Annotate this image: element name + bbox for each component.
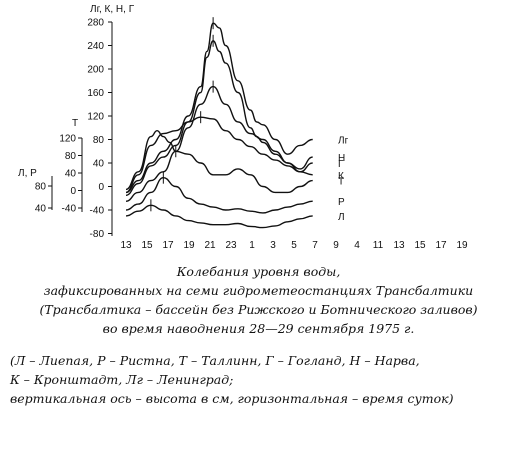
x-tick-label: 15 bbox=[141, 240, 153, 251]
caption-line4: во время наводнения 28—29 сентября 1975 … bbox=[102, 321, 415, 336]
x-tick-label: 23 bbox=[225, 240, 237, 251]
x-tick-label: 15 bbox=[414, 240, 426, 251]
main-y-ticks: 280 240 200 160 120 80 40 0 -40 -80 bbox=[87, 18, 112, 240]
main-axis-title: Лг, К, Н, Г bbox=[90, 4, 135, 15]
x-tick-label: 19 bbox=[183, 240, 195, 251]
series-line-Р bbox=[125, 176, 313, 214]
series-label-Р: Р bbox=[338, 197, 345, 208]
main-y-tick-label: 160 bbox=[87, 88, 104, 99]
caption-line3: (Трансбалтика – бассейн без Рижского и Б… bbox=[39, 302, 478, 317]
series-line-Г bbox=[125, 116, 313, 194]
main-y-tick-label: 240 bbox=[87, 41, 104, 52]
t-y-tick-label: -40 bbox=[62, 204, 77, 215]
lr-y-ticks: 80 40 bbox=[35, 182, 52, 215]
series-line-Лг bbox=[125, 22, 313, 194]
series-line-Л bbox=[125, 204, 313, 229]
lr-axis-title: Л, Р bbox=[18, 168, 37, 179]
x-tick-label: 13 bbox=[393, 240, 405, 251]
main-y-tick-label: 80 bbox=[93, 135, 105, 146]
x-axis-ticks: 13 15 17 19 21 23 1 3 5 7 9 4 11 13 15 17 19 bbox=[120, 240, 468, 251]
t-y-ticks: 120 80 40 0 -40 bbox=[59, 134, 82, 215]
series-label-К: К bbox=[338, 171, 344, 182]
t-y-tick-label: 120 bbox=[59, 134, 76, 145]
x-tick-label: 3 bbox=[270, 240, 276, 251]
x-tick-label: 4 bbox=[354, 240, 360, 251]
main-y-tick-label: 0 bbox=[98, 182, 104, 193]
lr-y-tick-label: 80 bbox=[35, 182, 47, 193]
caption-notes3: вертикальная ось – высота в см, горизонт… bbox=[10, 391, 454, 406]
series-lines bbox=[125, 17, 313, 229]
main-y-tick-label: 40 bbox=[93, 159, 105, 170]
series-label-Л: Л bbox=[338, 212, 345, 223]
lr-y-tick-label: 40 bbox=[35, 204, 47, 215]
t-y-tick-label: 40 bbox=[65, 169, 77, 180]
series-label-Лг: Лг bbox=[338, 136, 349, 147]
main-y-tick-label: 280 bbox=[87, 18, 104, 29]
x-tick-label: 1 bbox=[249, 240, 255, 251]
x-tick-label: 21 bbox=[204, 240, 216, 251]
series-line-Т bbox=[125, 150, 313, 202]
series-line-К bbox=[125, 40, 313, 196]
main-y-tick-label: -80 bbox=[90, 229, 105, 240]
t-y-tick-label: 0 bbox=[70, 186, 76, 197]
t-axis-title: Т bbox=[72, 118, 78, 129]
x-tick-label: 19 bbox=[456, 240, 468, 251]
caption-line2: зафиксированных на семи гидрометеостанци… bbox=[43, 283, 474, 298]
main-y-tick-label: 200 bbox=[87, 65, 104, 76]
series-label-Т: Т bbox=[338, 177, 344, 188]
main-y-tick-label: 120 bbox=[87, 112, 104, 123]
main-y-tick-label: -40 bbox=[90, 206, 105, 217]
x-tick-label: 7 bbox=[312, 240, 318, 251]
x-tick-label: 17 bbox=[435, 240, 447, 251]
caption-notes2: К – Кронштадт, Лг – Ленинград; bbox=[10, 372, 234, 387]
series-label-Н: Н bbox=[338, 153, 345, 164]
series-line-Н bbox=[125, 85, 313, 191]
caption-notes1: (Л – Лиепая, Р – Ристна, Т – Таллинн, Г … bbox=[10, 353, 420, 368]
x-tick-label: 5 bbox=[291, 240, 297, 251]
t-y-tick-label: 80 bbox=[65, 151, 77, 162]
series-label-Г: Г bbox=[338, 159, 344, 170]
x-tick-label: 13 bbox=[120, 240, 132, 251]
x-tick-label: 9 bbox=[333, 240, 339, 251]
x-tick-label: 11 bbox=[373, 240, 384, 251]
caption-title: Колебания уровня воды, bbox=[176, 264, 341, 279]
x-tick-label: 17 bbox=[162, 240, 174, 251]
